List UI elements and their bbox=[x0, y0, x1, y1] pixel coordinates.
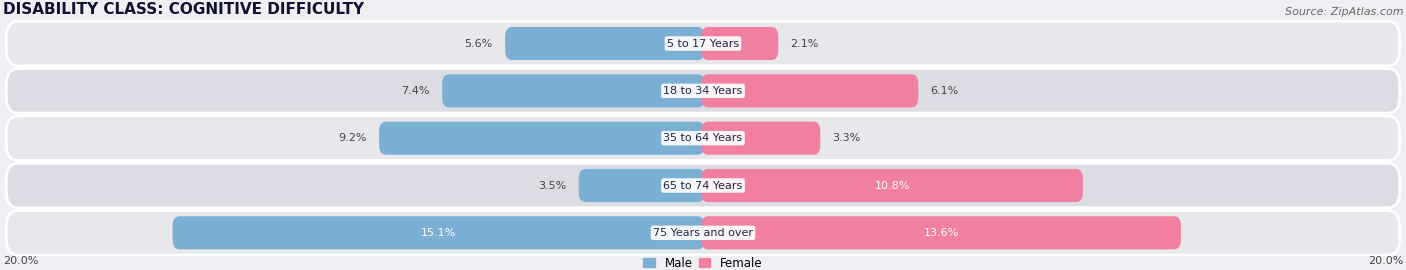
Text: 10.8%: 10.8% bbox=[875, 181, 910, 191]
Text: 20.0%: 20.0% bbox=[1368, 256, 1403, 266]
Legend: Male, Female: Male, Female bbox=[644, 256, 762, 269]
FancyBboxPatch shape bbox=[6, 21, 1400, 66]
Text: Source: ZipAtlas.com: Source: ZipAtlas.com bbox=[1285, 8, 1403, 18]
FancyBboxPatch shape bbox=[6, 69, 1400, 113]
Text: 9.2%: 9.2% bbox=[339, 133, 367, 143]
FancyBboxPatch shape bbox=[702, 27, 779, 60]
Text: 5.6%: 5.6% bbox=[465, 39, 494, 49]
FancyBboxPatch shape bbox=[6, 211, 1400, 255]
Text: 15.1%: 15.1% bbox=[420, 228, 457, 238]
FancyBboxPatch shape bbox=[6, 116, 1400, 160]
Text: 13.6%: 13.6% bbox=[924, 228, 959, 238]
Text: 3.3%: 3.3% bbox=[832, 133, 860, 143]
FancyBboxPatch shape bbox=[702, 122, 820, 155]
Text: 6.1%: 6.1% bbox=[931, 86, 959, 96]
Text: 65 to 74 Years: 65 to 74 Years bbox=[664, 181, 742, 191]
FancyBboxPatch shape bbox=[579, 169, 704, 202]
Text: 35 to 64 Years: 35 to 64 Years bbox=[664, 133, 742, 143]
Text: 18 to 34 Years: 18 to 34 Years bbox=[664, 86, 742, 96]
Text: 2.1%: 2.1% bbox=[790, 39, 818, 49]
Text: 7.4%: 7.4% bbox=[402, 86, 430, 96]
FancyBboxPatch shape bbox=[6, 163, 1400, 208]
Text: 3.5%: 3.5% bbox=[538, 181, 567, 191]
Text: 5 to 17 Years: 5 to 17 Years bbox=[666, 39, 740, 49]
FancyBboxPatch shape bbox=[441, 74, 704, 107]
FancyBboxPatch shape bbox=[505, 27, 704, 60]
FancyBboxPatch shape bbox=[702, 74, 918, 107]
Text: 20.0%: 20.0% bbox=[3, 256, 38, 266]
FancyBboxPatch shape bbox=[380, 122, 704, 155]
Text: DISABILITY CLASS: COGNITIVE DIFFICULTY: DISABILITY CLASS: COGNITIVE DIFFICULTY bbox=[3, 2, 364, 18]
Text: 75 Years and over: 75 Years and over bbox=[652, 228, 754, 238]
FancyBboxPatch shape bbox=[702, 216, 1181, 249]
FancyBboxPatch shape bbox=[702, 169, 1083, 202]
FancyBboxPatch shape bbox=[173, 216, 704, 249]
